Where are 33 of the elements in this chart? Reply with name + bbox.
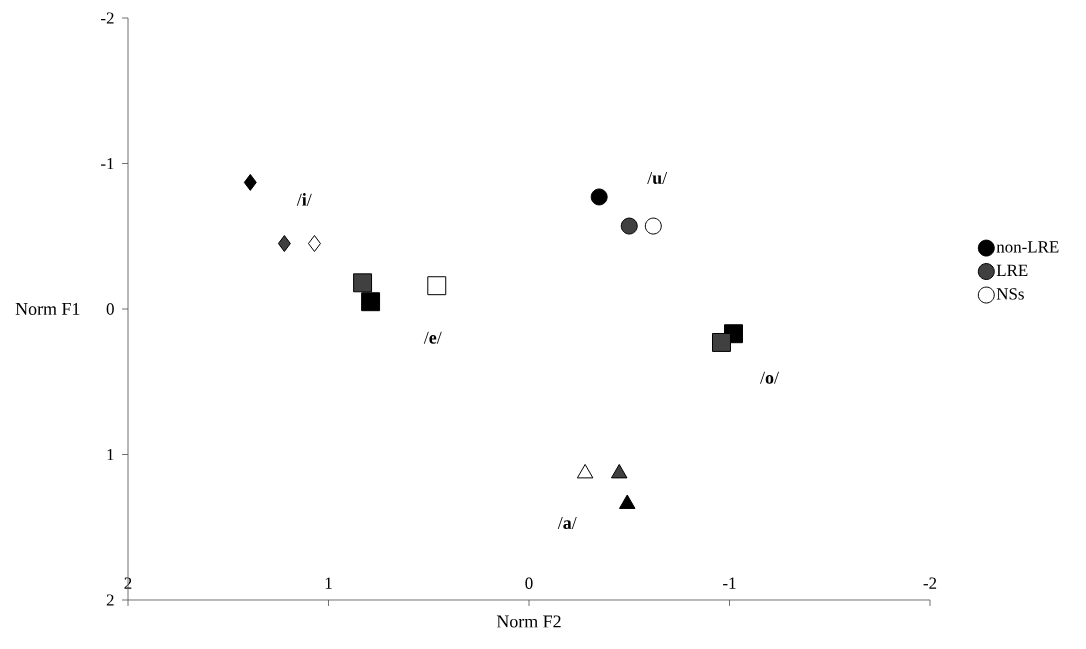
legend-label: LRE: [996, 264, 1028, 276]
point: [590, 188, 608, 206]
point: [610, 463, 628, 479]
y-tick-label: 0: [106, 303, 114, 315]
point: [277, 235, 291, 252]
point: [427, 276, 447, 296]
y-tick-label: 1: [107, 448, 114, 461]
y-tick-label: -1: [101, 157, 114, 170]
point: [307, 235, 321, 252]
legend-label: non-LRE: [996, 241, 1059, 253]
point: [644, 217, 662, 235]
x-tick-label: 1: [325, 577, 332, 589]
point: [712, 332, 731, 352]
point: [353, 273, 373, 293]
x-tick-label: 0: [525, 577, 533, 589]
y-axis-title: Norm F1: [15, 302, 80, 315]
x-axis-title: Norm F2: [496, 615, 561, 628]
y-tick-label: 2: [106, 594, 114, 606]
legend-label: NSs: [996, 288, 1024, 300]
point: [576, 463, 594, 479]
x-tick-label: 2: [124, 577, 132, 589]
point: [620, 217, 638, 235]
annotation: /e/: [423, 331, 442, 344]
annotation: /a/: [557, 516, 577, 529]
point: [618, 494, 636, 509]
annotation: /i/: [296, 193, 312, 206]
annotation: /o/: [760, 371, 779, 384]
x-tick-label: -2: [923, 577, 937, 589]
point: [243, 173, 257, 191]
point: [361, 292, 381, 312]
x-tick-label: -1: [723, 577, 736, 589]
y-tick-label: -2: [101, 12, 114, 24]
annotation: /u/: [647, 171, 668, 184]
